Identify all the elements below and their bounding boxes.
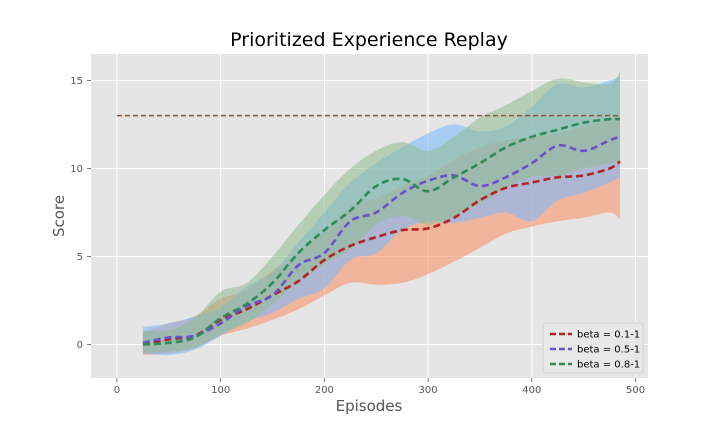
legend-label: beta = 0.5-1 — [577, 345, 640, 356]
y-tick-label: 5 — [77, 252, 83, 263]
x-tick-label: 500 — [626, 385, 645, 396]
legend: beta = 0.1-1 beta = 0.5-1 beta = 0.8-1 — [542, 322, 644, 374]
legend-label: beta = 0.8-1 — [577, 360, 640, 371]
x-axis-title: Episodes — [336, 397, 403, 415]
y-tick-label: 10 — [70, 164, 83, 175]
y-tick-labels: 0 5 10 15 — [70, 76, 91, 351]
legend-box — [542, 322, 644, 374]
series-lines — [142, 117, 621, 346]
x-tick-labels: 0 100 200 300 400 500 — [114, 378, 645, 396]
line-series-2 — [142, 135, 621, 345]
y-tick-label: 0 — [77, 340, 83, 351]
y-axis-title: Score — [50, 195, 68, 237]
legend-label: beta = 0.1-1 — [577, 330, 640, 341]
x-tick-label: 0 — [114, 385, 120, 396]
x-tick-label: 200 — [315, 385, 334, 396]
y-tick-label: 15 — [70, 76, 83, 87]
x-tick-label: 400 — [522, 385, 541, 396]
line-series-1 — [142, 160, 621, 346]
line-series-3 — [142, 117, 621, 346]
x-tick-label: 100 — [211, 385, 230, 396]
chart-title: Prioritized Experience Replay — [230, 29, 508, 51]
band-series-3 — [142, 71, 620, 354]
x-tick-label: 300 — [419, 385, 438, 396]
